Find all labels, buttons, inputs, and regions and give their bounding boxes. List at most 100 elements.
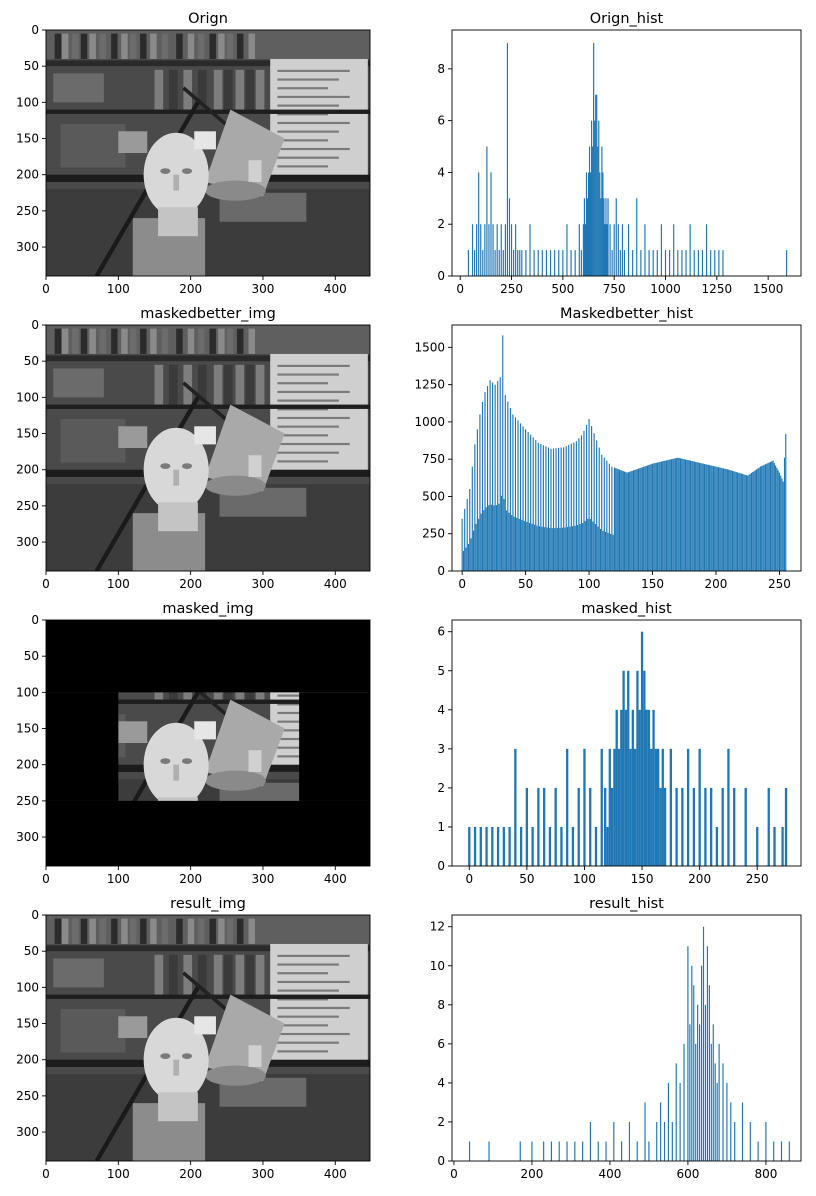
histogram-bar	[628, 1121, 631, 1161]
histogram-bar	[475, 524, 477, 571]
poster-text	[277, 460, 329, 463]
x-tick-label: 0	[42, 872, 50, 886]
histogram-bar	[677, 457, 679, 571]
histogram-bar	[612, 534, 614, 571]
statue-eye	[160, 463, 171, 469]
histogram-bar	[648, 464, 650, 571]
histogram-bar	[747, 475, 749, 571]
histogram-bar	[704, 787, 707, 866]
histogram-bar	[700, 463, 702, 571]
poster-text	[277, 364, 350, 367]
histogram-bar	[720, 467, 722, 571]
histogram-bar	[527, 432, 529, 571]
y-tick-label: 50	[24, 59, 39, 73]
histogram-bar	[582, 1141, 584, 1161]
histogram-bar	[629, 748, 632, 866]
histogram-bar	[599, 172, 601, 276]
statue-eye	[160, 168, 171, 174]
histogram-bar	[490, 172, 492, 276]
histogram-bar	[479, 414, 481, 571]
y-tick-label: 6	[437, 114, 445, 128]
y-tick-label: 150	[16, 1017, 39, 1031]
maskedbetter-hist-panel: 0 50 100 150 200 250 0 250 500 750 1000 1250 1500 Mas…	[414, 306, 802, 591]
histogram-bar	[632, 250, 634, 276]
histogram-bar	[719, 467, 721, 571]
histogram-bar	[640, 467, 642, 571]
book	[255, 954, 265, 995]
histogram-bar	[659, 787, 662, 866]
histogram-bar	[486, 146, 488, 276]
book	[72, 918, 79, 944]
histogram-bar	[529, 224, 531, 276]
shelf-board	[46, 994, 370, 999]
x-tick-label: 0	[42, 282, 50, 296]
y-tick-label: 2	[437, 217, 445, 231]
book	[197, 954, 207, 995]
histogram-bar	[679, 1082, 681, 1161]
histogram-bar	[652, 250, 654, 276]
y-tick-label: 150	[16, 722, 39, 736]
poster-text	[277, 434, 329, 437]
histogram-bar	[510, 224, 513, 276]
histogram-bar	[710, 787, 713, 866]
book	[245, 954, 255, 995]
y-tick-label: 250	[16, 204, 39, 218]
poster-text	[277, 972, 329, 975]
histogram-bar	[488, 505, 490, 571]
histogram-bar	[599, 529, 602, 571]
bars	[468, 926, 790, 1161]
histogram-bar	[490, 504, 492, 571]
histogram-bar	[636, 1141, 638, 1161]
histogram-bar	[705, 224, 708, 276]
histogram-bar	[502, 250, 504, 276]
book	[236, 918, 244, 944]
histogram-bar	[503, 498, 505, 571]
statue-eye	[181, 168, 193, 174]
poster-text	[277, 121, 350, 125]
y-tick-label: 50	[24, 649, 39, 663]
histogram-bar	[584, 520, 586, 571]
x-tick-label: 0	[450, 1167, 458, 1181]
histogram-bar	[508, 512, 510, 571]
poster-text	[277, 104, 339, 107]
y-tick-label: 6	[437, 625, 445, 639]
axes-frame	[45, 619, 371, 867]
histogram-bar	[485, 826, 488, 866]
boxes	[53, 73, 104, 103]
shelf-board	[46, 109, 370, 114]
book	[235, 364, 245, 405]
histogram-bar	[681, 787, 684, 866]
orign-img-panel: 0 100 200 300 400 0 50 100 150 200 250 300 Orign	[16, 11, 371, 296]
histogram-bar	[610, 787, 614, 866]
histogram-bar	[730, 470, 732, 571]
histogram-bar	[661, 748, 664, 866]
histogram-bar	[728, 469, 730, 571]
poster-text	[277, 1050, 329, 1053]
histogram-bar	[697, 1004, 699, 1161]
histogram-bar	[574, 250, 576, 276]
histogram-bar	[767, 463, 769, 571]
histogram-bar	[641, 467, 643, 571]
masked-hist-panel: 0 50 100 150 200 250 0 1 2 3 4 5 6 masked_hist	[437, 601, 802, 886]
y-tick-label: 0	[437, 269, 445, 283]
desk	[46, 189, 370, 276]
histogram-bar	[667, 460, 669, 571]
histogram-bar	[480, 513, 482, 571]
histogram-bar	[756, 469, 758, 571]
statue-nose	[173, 469, 180, 486]
histogram-bar	[555, 448, 557, 571]
y-tick-label: 4	[437, 165, 445, 179]
book	[150, 33, 157, 59]
histogram-bar	[484, 224, 486, 276]
histogram-bar	[777, 470, 779, 571]
histogram-bar	[537, 250, 539, 276]
poster-text	[277, 69, 350, 72]
histogram-bar	[566, 527, 569, 571]
histogram-bar	[710, 1043, 712, 1161]
histogram-bar	[544, 527, 546, 571]
histogram-bar	[631, 709, 634, 866]
histogram-bar	[634, 469, 636, 571]
histogram-bar	[536, 525, 538, 571]
book	[218, 328, 225, 354]
panel-title: Orign_hist	[590, 11, 664, 27]
